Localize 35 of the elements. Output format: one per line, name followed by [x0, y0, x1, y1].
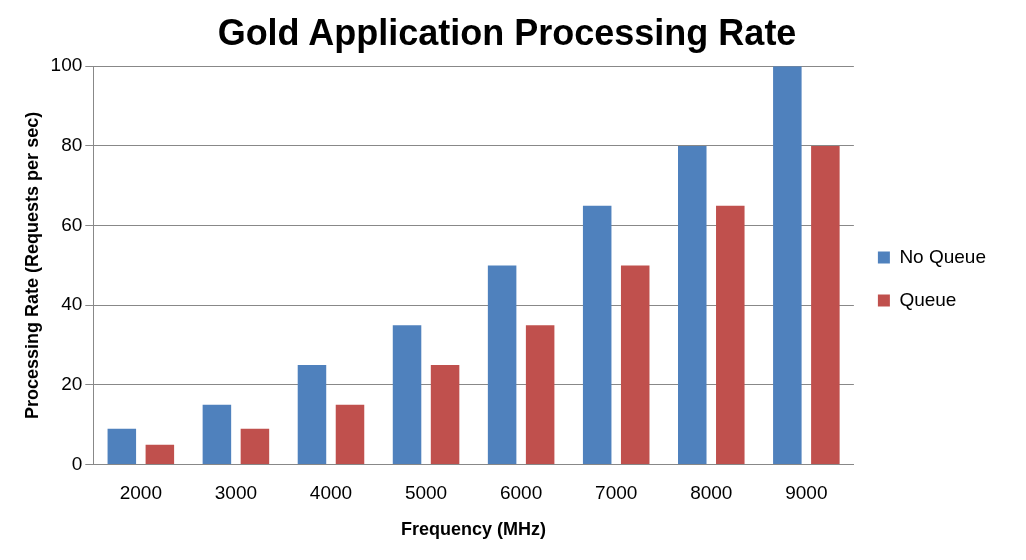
bar	[202, 404, 232, 465]
bar	[240, 428, 270, 465]
x-axis-title: Frequency (MHz)	[401, 519, 547, 540]
bar	[525, 325, 555, 465]
bar	[392, 325, 422, 465]
chart-title: Gold Application Processing Rate	[217, 11, 797, 53]
bar	[145, 444, 175, 465]
bar	[620, 265, 650, 465]
legend-label: Queue	[899, 288, 957, 310]
bar	[811, 145, 840, 465]
x-tick-label: 6000	[499, 482, 543, 504]
x-tick-label: 9000	[785, 482, 828, 504]
y-tick-label: 80	[61, 134, 83, 156]
bar	[430, 365, 460, 465]
legend-label: No Queue	[899, 245, 987, 267]
y-tick-label: 100	[50, 54, 83, 76]
bar	[487, 265, 517, 465]
y-axis-title: Processing Rate (Requests per sec)	[21, 111, 42, 419]
x-tick-label: 7000	[595, 482, 638, 504]
x-tick-label: 8000	[690, 482, 733, 504]
bar	[716, 205, 745, 465]
x-tick-label: 3000	[214, 482, 258, 504]
bar	[297, 365, 327, 465]
bar	[773, 66, 802, 465]
y-tick-label: 20	[61, 373, 83, 395]
x-tick-label: 5000	[404, 482, 448, 504]
y-tick-label: 0	[71, 452, 83, 474]
bar	[335, 404, 365, 465]
y-tick-label: 60	[61, 213, 83, 235]
bar	[107, 428, 137, 465]
bar	[678, 145, 707, 465]
y-tick-label: 40	[61, 293, 83, 315]
bar	[582, 205, 612, 465]
x-tick-label: 4000	[309, 482, 353, 504]
x-tick-label: 2000	[119, 482, 162, 504]
